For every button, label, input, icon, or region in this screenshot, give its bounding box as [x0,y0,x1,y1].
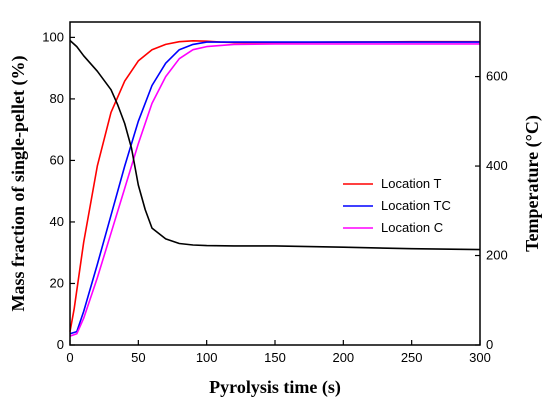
series-line-2 [69,43,480,337]
x-tick-label: 150 [264,350,286,365]
y-tick-label: 60 [50,152,64,167]
plot-marks [69,39,481,337]
y-tick-label: 80 [50,91,64,106]
y-tick-label: 100 [42,29,64,44]
x-tick-label: 300 [469,350,491,365]
x-tick-label: 100 [196,350,218,365]
legend: Location T Location TC Location C [343,176,451,235]
legend-label-2: Location C [381,220,443,235]
y-tick-label: 20 [50,275,64,290]
legend-label-0: Location T [381,176,442,191]
y-tick-label: 0 [57,337,64,352]
y2-tick-label: 600 [486,69,508,84]
series-line-3 [69,39,481,251]
series-line-1 [69,41,480,335]
y-tick-label: 40 [50,214,64,229]
y2-tick-label: 200 [486,248,508,263]
x-axis-title: Pyrolysis time (s) [209,377,341,398]
x-tick-label: 50 [131,350,145,365]
y2-tick-label: 0 [486,337,493,352]
x-tick-label: 200 [332,350,354,365]
x-tick-label: 250 [401,350,423,365]
y-axis-title: Mass fraction of single-pellet (%) [8,56,29,312]
x-tick-label: 0 [66,350,73,365]
y2-tick-label: 400 [486,158,508,173]
y2-axis-title: Temperature (°C) [522,115,543,252]
legend-label-1: Location TC [381,198,451,213]
